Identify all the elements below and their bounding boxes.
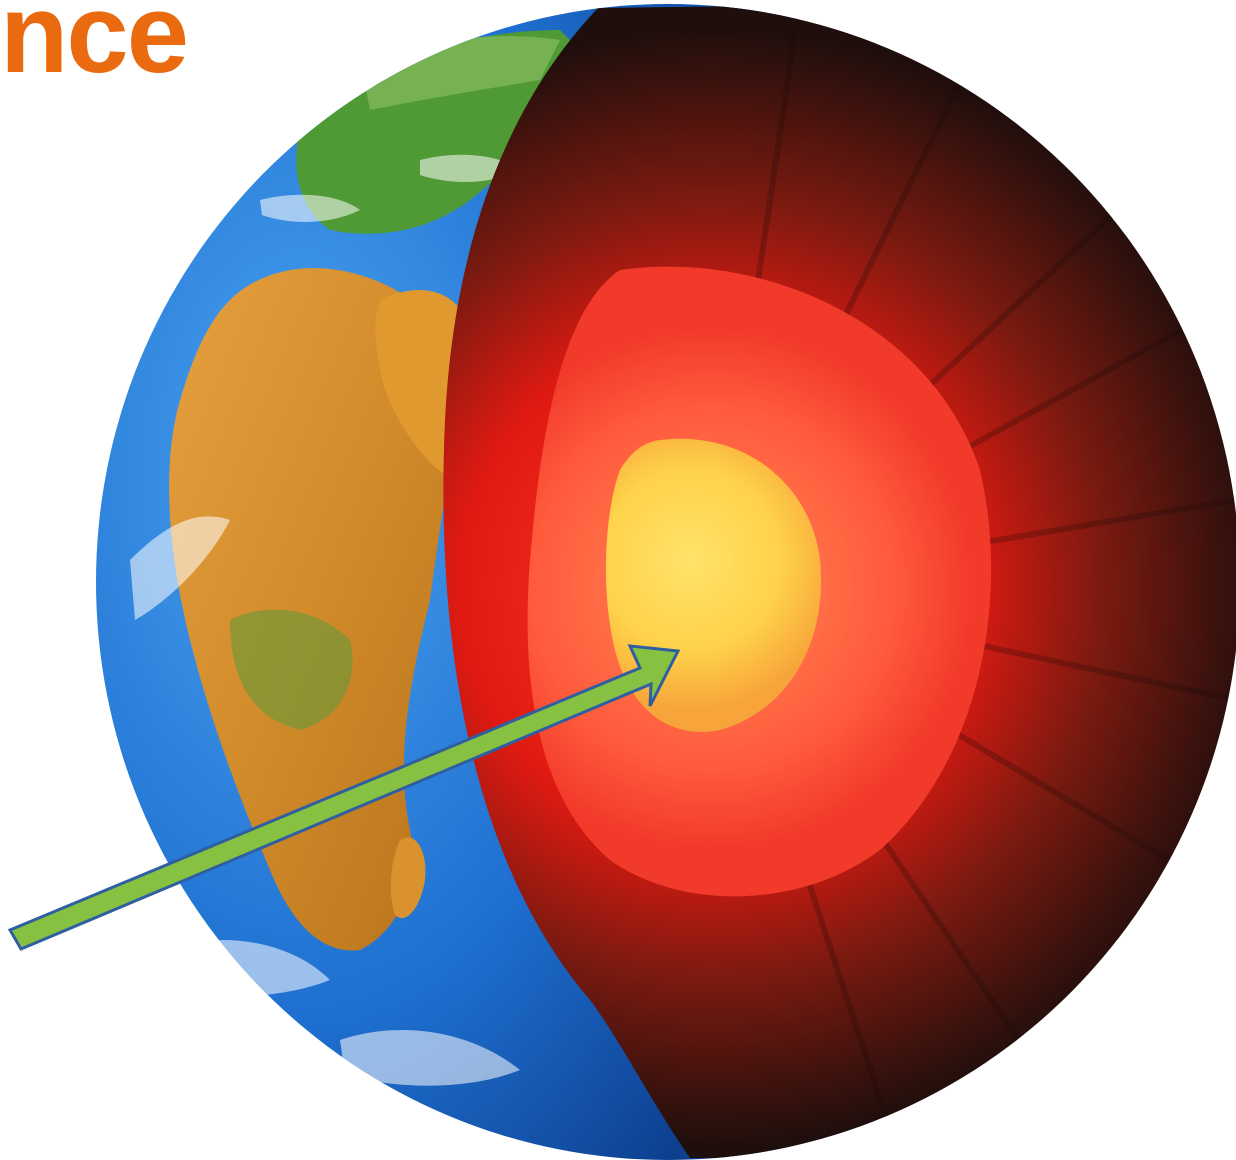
page-title-fragment: nce <box>0 0 189 96</box>
pointer-arrow <box>7 644 681 951</box>
island-madagascar <box>390 837 426 919</box>
